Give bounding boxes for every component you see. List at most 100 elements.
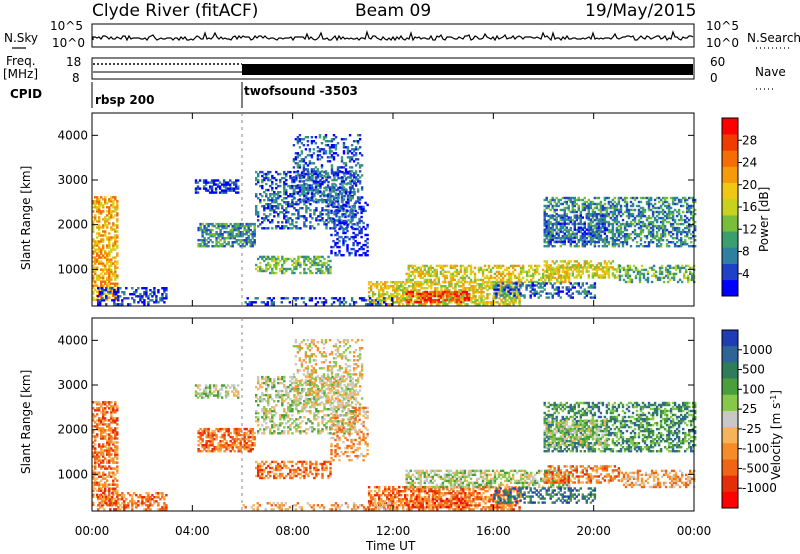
heatmap-cell (214, 191, 218, 194)
heatmap-cell (665, 212, 669, 216)
heatmap-cell (579, 220, 582, 223)
heatmap-cell (267, 255, 270, 259)
heatmap-cell (141, 295, 144, 298)
heatmap-cell (345, 205, 348, 208)
heatmap-cell (499, 266, 503, 270)
heatmap-cell (285, 203, 288, 206)
heatmap-cell (557, 294, 560, 297)
nave-tick-bottom: 0 (710, 71, 718, 85)
heatmap-cell (461, 278, 465, 282)
heatmap-cell (358, 176, 362, 179)
heatmap-cell (550, 276, 553, 280)
heatmap-cell (571, 286, 574, 289)
heatmap-cell (509, 288, 512, 291)
heatmap-cell (102, 206, 105, 209)
heatmap-cell (409, 274, 412, 278)
heatmap-cell (204, 187, 208, 190)
heatmap-cell (638, 274, 642, 278)
heatmap-cell (306, 170, 310, 173)
heatmap-cell (627, 214, 631, 218)
heatmap-cell (646, 276, 650, 280)
heatmap-cell (635, 214, 639, 218)
heatmap-cell (558, 274, 561, 278)
heatmap-cell (333, 219, 336, 222)
heatmap-cell (312, 200, 316, 203)
heatmap-cell (437, 280, 440, 284)
heatmap-cell (354, 213, 357, 217)
heatmap-cell (653, 235, 657, 238)
heatmap-cell (455, 300, 459, 304)
heatmap-cell (390, 293, 393, 296)
heatmap-cell (271, 193, 274, 196)
heatmap-cell (312, 170, 316, 173)
heatmap-cell (344, 168, 348, 171)
heatmap-cell (231, 224, 234, 228)
heatmap-cell (263, 269, 266, 273)
heatmap-cell (657, 212, 661, 216)
heatmap-cell (346, 225, 349, 229)
heatmap-cell (531, 284, 534, 287)
heatmap-cell (325, 188, 328, 192)
heatmap-cell (505, 284, 508, 287)
heatmap-cell (659, 239, 663, 242)
heatmap-cell (358, 254, 361, 257)
heatmap-cell (551, 245, 554, 248)
heatmap-cell (499, 278, 503, 282)
heatmap-cell (370, 299, 374, 302)
heatmap-cell (597, 222, 601, 225)
heatmap-cell (112, 204, 115, 207)
heatmap-cell (418, 295, 421, 298)
heatmap-cell (577, 206, 580, 210)
heatmap-cell (358, 225, 361, 229)
heatmap-cell (470, 301, 473, 304)
heatmap-cell (295, 209, 298, 212)
heatmap-cell (283, 201, 286, 204)
heatmap-cell (119, 295, 122, 298)
heatmap-cell (340, 182, 344, 185)
heatmap-cell (427, 270, 430, 274)
heatmap-cell (618, 278, 622, 282)
heatmap-cell (441, 280, 445, 284)
heatmap-cell (125, 287, 128, 290)
heatmap-cell (438, 303, 441, 306)
heatmap-cell (92, 264, 95, 267)
heatmap-cell (309, 213, 312, 216)
heatmap-cell (599, 214, 603, 217)
heatmap-cell (404, 287, 407, 290)
heatmap-cell (495, 270, 499, 274)
heatmap-cell (384, 287, 387, 290)
heatmap-cell (382, 287, 385, 290)
heatmap-cell (210, 187, 214, 190)
heatmap-cell (519, 294, 522, 297)
heatmap-cell (498, 303, 501, 306)
heatmap-cell (135, 289, 138, 292)
heatmap-cell (272, 297, 275, 300)
heatmap-cell (595, 236, 599, 239)
heatmap-cell (314, 142, 318, 145)
heatmap-cell (605, 270, 609, 273)
heatmap-cell (322, 194, 326, 197)
heatmap-cell (690, 245, 693, 248)
heatmap-cell (235, 185, 238, 188)
heatmap-cell (106, 276, 109, 279)
heatmap-cell (310, 176, 314, 179)
heatmap-cell (455, 298, 459, 302)
heatmap-cell (567, 206, 570, 210)
heatmap-cell (215, 222, 218, 226)
heatmap-cell (673, 196, 677, 200)
heatmap-cell (427, 272, 430, 276)
heatmap-cell (583, 264, 586, 267)
heatmap-cell (291, 223, 294, 226)
heatmap-cell (619, 206, 623, 210)
heatmap-cell (310, 178, 314, 181)
heatmap-cell (647, 206, 651, 210)
heatmap-cell (271, 199, 274, 202)
heatmap-cell (451, 266, 455, 270)
heatmap-cell (310, 170, 314, 173)
heatmap-cell (661, 228, 665, 232)
heatmap-cell (269, 213, 272, 216)
heatmap-cell (550, 278, 553, 282)
heatmap-cell (321, 180, 324, 184)
heatmap-cell (609, 204, 613, 208)
heatmap-cell (553, 237, 556, 240)
